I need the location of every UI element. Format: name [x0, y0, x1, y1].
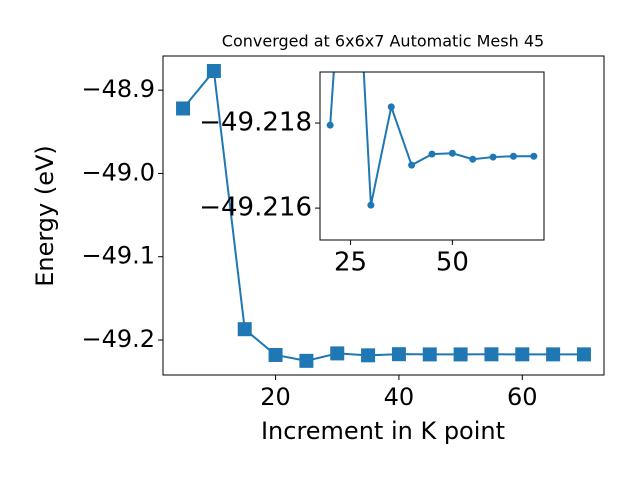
data-marker: [367, 201, 375, 209]
data-marker: [206, 63, 221, 78]
data-marker: [391, 347, 406, 362]
y-tick-label: −49.2: [81, 325, 155, 353]
x-tick-label: 50: [436, 248, 469, 278]
data-marker: [326, 121, 334, 129]
y-tick-label: −49.218: [199, 108, 312, 138]
plot-area: [326, 72, 538, 209]
data-marker: [428, 150, 436, 158]
data-marker: [469, 155, 477, 163]
data-marker: [530, 152, 538, 160]
data-marker: [361, 348, 376, 363]
data-marker: [515, 347, 530, 362]
chart-title: Converged at 6x6x7 Automatic Mesh 45: [222, 32, 544, 51]
data-marker: [387, 103, 395, 111]
y-tick-label: −48.9: [81, 75, 155, 103]
plot-area: [176, 63, 591, 368]
x-tick-label: 60: [507, 383, 538, 411]
data-marker: [489, 153, 497, 161]
y-tick-label: −49.216: [199, 193, 312, 223]
data-marker: [453, 347, 468, 362]
data-marker: [422, 347, 437, 362]
x-tick-label: 40: [384, 383, 415, 411]
y-tick-label: −49.1: [81, 242, 155, 270]
axes-frame: [162, 55, 605, 376]
data-marker: [448, 149, 456, 157]
axes-frame: [319, 71, 545, 241]
data-marker: [509, 152, 517, 160]
data-marker: [330, 346, 345, 361]
data-marker: [484, 347, 499, 362]
y-tick-label: −49.0: [81, 158, 155, 186]
data-marker: [237, 322, 252, 337]
data-marker: [408, 161, 416, 169]
data-marker: [176, 101, 191, 116]
data-marker: [546, 347, 561, 362]
x-tick-label: 25: [334, 248, 367, 278]
data-marker: [268, 347, 283, 362]
x-axis-label: Increment in K point: [261, 417, 505, 445]
x-tick-label: 20: [260, 383, 291, 411]
data-marker: [576, 347, 591, 362]
data-marker: [299, 353, 314, 368]
y-axis-label: Energy (eV): [31, 145, 59, 287]
